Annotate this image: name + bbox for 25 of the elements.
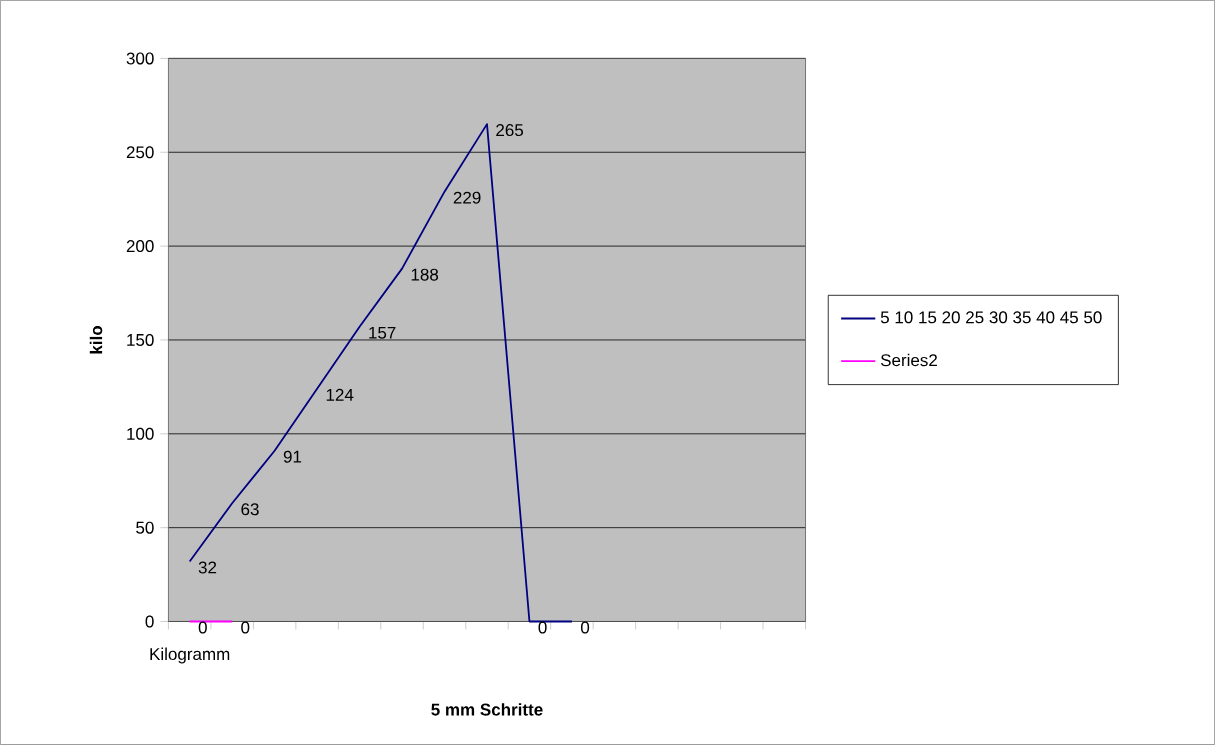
data-label: 0 (538, 621, 547, 634)
data-label: 0 (198, 621, 207, 634)
y-tick-label: 250 (126, 146, 154, 159)
x-tick-label: Kilogramm (150, 647, 230, 664)
data-label: 124 (326, 388, 354, 401)
y-tick-label: 200 (126, 240, 154, 253)
data-label: 265 (496, 124, 524, 137)
data-label: 32 (198, 561, 217, 574)
data-label: 229 (453, 191, 481, 204)
y-axis-title: kilo (89, 326, 103, 354)
y-tick-label: 300 (126, 52, 154, 65)
data-label: 157 (369, 326, 396, 339)
data-label: 188 (411, 268, 439, 281)
y-tick-label: 100 (127, 427, 154, 440)
data-label: 0 (241, 621, 250, 634)
data-label: 91 (283, 450, 302, 463)
legend-label: Series2 (880, 353, 937, 367)
y-tick-label: 50 (136, 521, 154, 534)
legend-label: 5 10 15 20 25 30 35 40 45 50 (880, 311, 1102, 324)
x-axis-title: 5 mm Schritte (431, 703, 543, 716)
data-label: 63 (241, 503, 259, 516)
y-tick-label: 0 (145, 615, 154, 628)
y-tick-label: 150 (127, 333, 154, 346)
line-series (188, 123, 573, 623)
data-label: 0 (580, 621, 590, 634)
